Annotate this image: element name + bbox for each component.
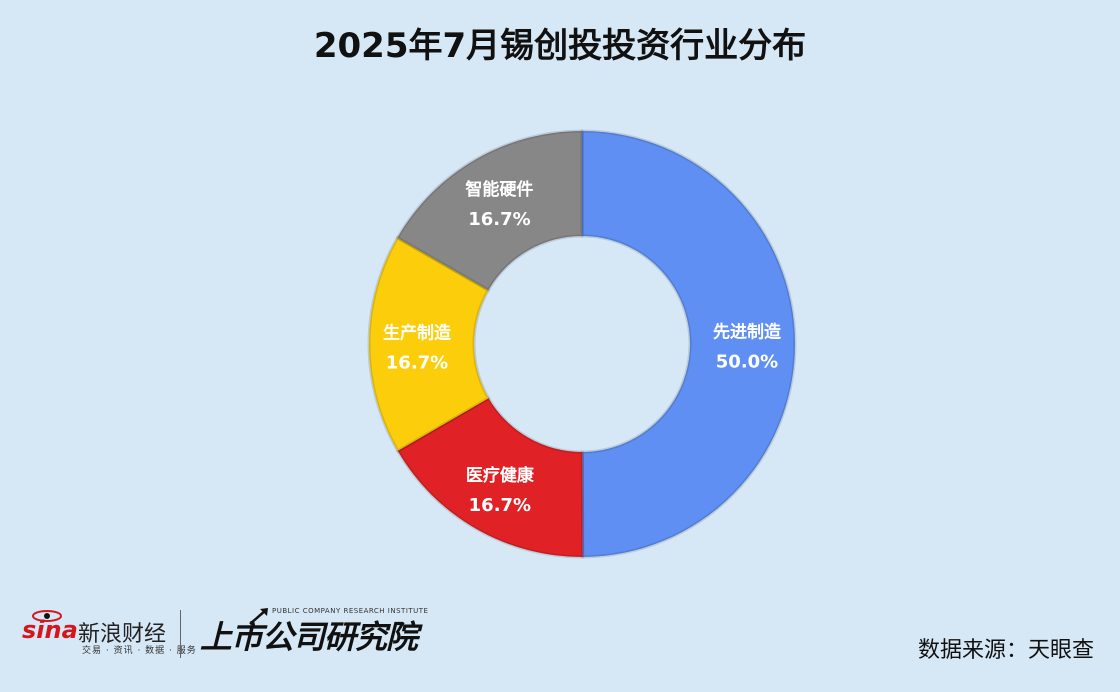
logo-divider	[180, 610, 181, 658]
slice-name-3: 智能硬件	[465, 179, 533, 200]
slice-name-0: 先进制造	[713, 322, 782, 343]
slice-value-2: 16.7%	[386, 352, 448, 373]
rising-arrow-icon	[249, 608, 268, 625]
institute-subtitle: PUBLIC COMPANY RESEARCH INSTITUTE	[272, 607, 429, 615]
slice-0	[580, 129, 797, 559]
donut-slices	[367, 129, 797, 559]
slice-value-1: 16.7%	[469, 495, 531, 516]
slice-labels: 先进制造 50.0% 医疗健康 16.7% 生产制造 16.7% 智能硬件 16.7%	[383, 179, 782, 516]
sina-eye-icon	[32, 610, 62, 622]
slice-value-0: 50.0%	[716, 352, 778, 373]
sina-finance-name: 新浪财经	[78, 622, 167, 647]
institute-name: 上市公司研究院	[200, 618, 418, 656]
sina-logo: sina	[22, 616, 78, 644]
slice-name-1: 医疗健康	[466, 465, 535, 486]
slice-value-3: 16.7%	[468, 209, 530, 230]
slice-name-2: 生产制造	[383, 322, 452, 343]
chart-title: 2025年7月锡创投投资行业分布	[313, 26, 807, 66]
slice-1	[396, 396, 585, 559]
slice-2	[367, 236, 491, 453]
slice-3	[395, 129, 584, 292]
sina-tagline: 交易 · 资讯 · 数据 · 服务	[82, 646, 197, 656]
data-source: 数据来源：天眼查	[917, 638, 1094, 663]
